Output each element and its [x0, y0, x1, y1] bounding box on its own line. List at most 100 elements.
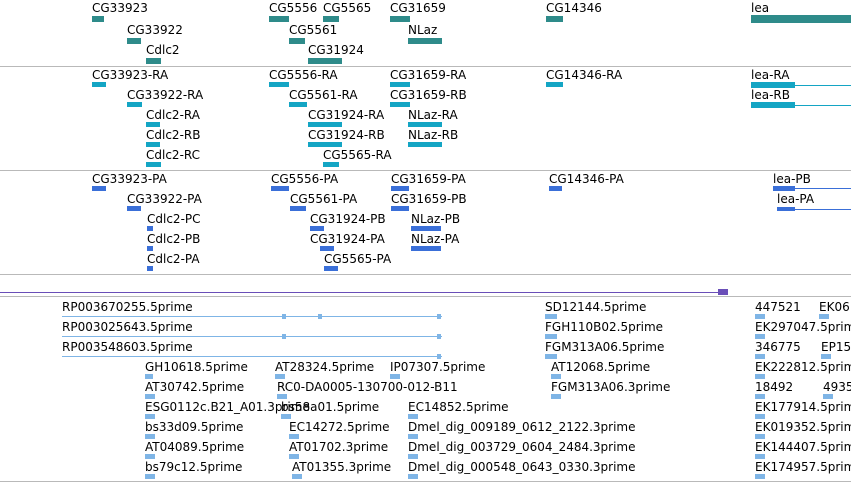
transcript-glyph[interactable] — [408, 122, 442, 127]
est-label[interactable]: AT04089.5prime — [145, 440, 245, 454]
transcript-label[interactable]: Cdlc2-RC — [146, 148, 201, 162]
protein-glyph[interactable] — [773, 186, 795, 191]
protein-glyph[interactable] — [549, 186, 562, 191]
transcript-glyph[interactable] — [323, 162, 339, 167]
protein-glyph[interactable] — [271, 186, 289, 191]
gene-label[interactable]: CG5561 — [289, 23, 338, 37]
est-exon[interactable] — [819, 314, 829, 319]
transcript-glyph[interactable] — [751, 82, 795, 88]
transcript-glyph[interactable] — [308, 142, 342, 147]
protein-label[interactable]: Cdlc2-PB — [147, 232, 201, 246]
est-label[interactable]: RP003548603.5prime — [62, 340, 193, 354]
transcript-glyph[interactable] — [146, 162, 161, 167]
transcript-glyph[interactable] — [127, 102, 142, 107]
transcript-label[interactable]: Cdlc2-RB — [146, 128, 201, 142]
gene-glyph[interactable] — [92, 16, 104, 22]
est-exon[interactable] — [755, 354, 765, 359]
transcript-glyph[interactable] — [92, 82, 106, 87]
transcript-label[interactable]: CG5565-RA — [323, 148, 392, 162]
protein-glyph[interactable] — [411, 226, 441, 231]
protein-glyph[interactable] — [147, 266, 153, 271]
est-label[interactable]: Dmel_dig_003729_0604_2484.3prime — [408, 440, 636, 454]
protein-glyph[interactable] — [777, 207, 795, 211]
protein-glyph[interactable] — [324, 266, 338, 271]
protein-label[interactable]: lea-PA — [777, 192, 815, 206]
est-exon[interactable] — [289, 454, 299, 459]
gene-label[interactable]: CG14346 — [546, 1, 602, 15]
est-label[interactable]: GH10618.5prime — [145, 360, 248, 374]
gene-label[interactable]: CG33923 — [92, 1, 148, 15]
gene-glyph[interactable] — [546, 16, 563, 22]
est-exon[interactable] — [145, 414, 155, 419]
est-label[interactable]: FGM313A06.5prime — [545, 340, 665, 354]
gene-label[interactable]: CG31924 — [308, 43, 364, 57]
gene-label[interactable]: CG5556 — [269, 1, 318, 15]
est-label[interactable]: bs79c12.5prime — [145, 460, 243, 474]
est-exon[interactable] — [289, 434, 299, 439]
est-label[interactable]: bs33d09.5prime — [145, 420, 244, 434]
protein-glyph[interactable] — [127, 206, 141, 211]
est-exon[interactable] — [408, 474, 418, 479]
scale-bar-end[interactable] — [718, 289, 728, 295]
est-exon[interactable] — [408, 454, 418, 459]
gene-label[interactable]: CG31659 — [390, 1, 446, 15]
est-exon[interactable] — [145, 394, 155, 399]
transcript-glyph[interactable] — [289, 102, 307, 107]
est-line[interactable] — [62, 316, 442, 317]
gene-glyph[interactable] — [751, 15, 851, 23]
est-exon[interactable] — [551, 374, 561, 379]
transcript-label[interactable]: CG31659-RA — [390, 68, 467, 82]
gene-label[interactable]: CG33922 — [127, 23, 183, 37]
gene-label[interactable]: Cdlc2 — [146, 43, 180, 57]
est-exon[interactable] — [821, 354, 831, 359]
est-exon[interactable] — [292, 474, 302, 479]
transcript-label[interactable]: lea-RA — [751, 68, 790, 82]
est-label[interactable]: RP003025643.5prime — [62, 320, 193, 334]
gene-glyph[interactable] — [308, 58, 342, 64]
est-label[interactable]: RP003670255.5prime — [62, 300, 193, 314]
protein-label[interactable]: lea-PB — [773, 172, 811, 186]
est-exon[interactable] — [755, 374, 765, 379]
est-label[interactable]: EK177914.5prime — [755, 400, 851, 414]
est-label[interactable]: Dmel_dig_000548_0643_0330.3prime — [408, 460, 636, 474]
protein-label[interactable]: CG5556-PA — [271, 172, 339, 186]
transcript-glyph[interactable] — [269, 82, 289, 87]
est-label[interactable]: 447521 — [755, 300, 801, 314]
est-label[interactable]: EK019352.5prime — [755, 420, 851, 434]
est-label[interactable]: EC14272.5prime — [289, 420, 390, 434]
protein-label[interactable]: CG33922-PA — [127, 192, 202, 206]
est-exon[interactable] — [545, 334, 557, 339]
transcript-label[interactable]: CG31924-RB — [308, 128, 385, 142]
protein-glyph[interactable] — [92, 186, 106, 191]
est-exon[interactable] — [275, 374, 285, 379]
est-exon[interactable] — [755, 314, 765, 319]
protein-label[interactable]: Cdlc2-PC — [147, 212, 201, 226]
transcript-label[interactable]: CG31924-RA — [308, 108, 385, 122]
protein-glyph[interactable] — [391, 186, 409, 191]
est-line[interactable] — [62, 356, 442, 357]
est-line[interactable] — [62, 336, 442, 337]
transcript-label[interactable]: CG5561-RA — [289, 88, 358, 102]
protein-glyph[interactable] — [411, 246, 441, 251]
est-label[interactable]: EK144407.5prime — [755, 440, 851, 454]
est-label[interactable]: EK297047.5prime — [755, 320, 851, 334]
protein-glyph[interactable] — [320, 246, 334, 251]
gene-glyph[interactable] — [146, 58, 161, 64]
est-exon[interactable] — [823, 394, 833, 399]
est-exon[interactable] — [408, 414, 418, 419]
transcript-glyph[interactable] — [546, 82, 563, 87]
est-exon[interactable] — [545, 354, 557, 359]
transcript-label[interactable]: NLaz-RB — [408, 128, 459, 142]
est-exon[interactable] — [277, 394, 287, 399]
est-label[interactable]: Dmel_dig_009189_0612_2122.3prime — [408, 420, 636, 434]
protein-glyph[interactable] — [290, 206, 306, 211]
gene-glyph[interactable] — [408, 38, 442, 44]
est-exon[interactable] — [755, 394, 765, 399]
est-label[interactable]: AT01702.3prime — [289, 440, 389, 454]
protein-glyph[interactable] — [147, 226, 153, 231]
est-exon[interactable] — [755, 414, 765, 419]
est-label[interactable]: AT01355.3prime — [292, 460, 392, 474]
transcript-glyph[interactable] — [408, 142, 442, 147]
protein-label[interactable]: CG33923-PA — [92, 172, 167, 186]
est-label[interactable]: EK174957.5prime — [755, 460, 851, 474]
